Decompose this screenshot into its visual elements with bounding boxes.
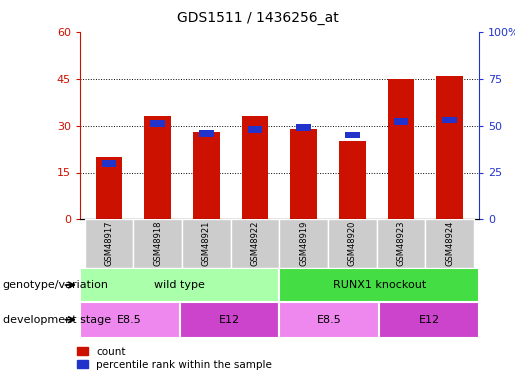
Bar [328,219,377,268]
Text: GSM48918: GSM48918 [153,221,162,267]
Text: wild type: wild type [154,280,205,290]
Text: RUNX1 knockout: RUNX1 knockout [333,280,426,290]
Bar [345,132,360,138]
Bar [150,120,165,127]
Bar [296,124,311,131]
Text: E12: E12 [219,315,240,325]
Bar [133,219,182,268]
Bar [290,129,317,219]
Bar [377,219,425,268]
Bar [442,117,457,123]
Bar [231,219,280,268]
Text: GSM48917: GSM48917 [105,221,113,267]
Bar [84,219,133,268]
Bar [199,130,214,136]
Bar [144,116,171,219]
Text: E12: E12 [419,315,440,325]
Bar [248,126,263,133]
Bar [182,219,231,268]
Text: E8.5: E8.5 [117,315,142,325]
Bar [193,132,220,219]
Bar [339,141,366,219]
Bar [425,219,474,268]
Text: development stage: development stage [3,315,111,325]
Bar [379,302,479,338]
Bar [242,116,268,219]
Text: GDS1511 / 1436256_at: GDS1511 / 1436256_at [177,11,338,25]
Text: genotype/variation: genotype/variation [3,280,109,290]
Legend: count, percentile rank within the sample: count, percentile rank within the sample [77,346,272,370]
Bar [101,160,116,166]
Text: GSM48920: GSM48920 [348,221,357,266]
Bar [280,219,328,268]
Bar [436,76,463,219]
Bar [80,268,280,302]
Bar [280,268,479,302]
Bar [96,157,123,219]
Text: E8.5: E8.5 [317,315,341,325]
Text: GSM48921: GSM48921 [202,221,211,266]
Bar [280,302,379,338]
Text: GSM48923: GSM48923 [397,221,406,267]
Bar [393,118,408,125]
Bar [180,302,280,338]
Text: GSM48922: GSM48922 [251,221,260,266]
Text: GSM48919: GSM48919 [299,221,308,266]
Bar [80,302,180,338]
Bar [388,79,415,219]
Text: GSM48924: GSM48924 [445,221,454,266]
